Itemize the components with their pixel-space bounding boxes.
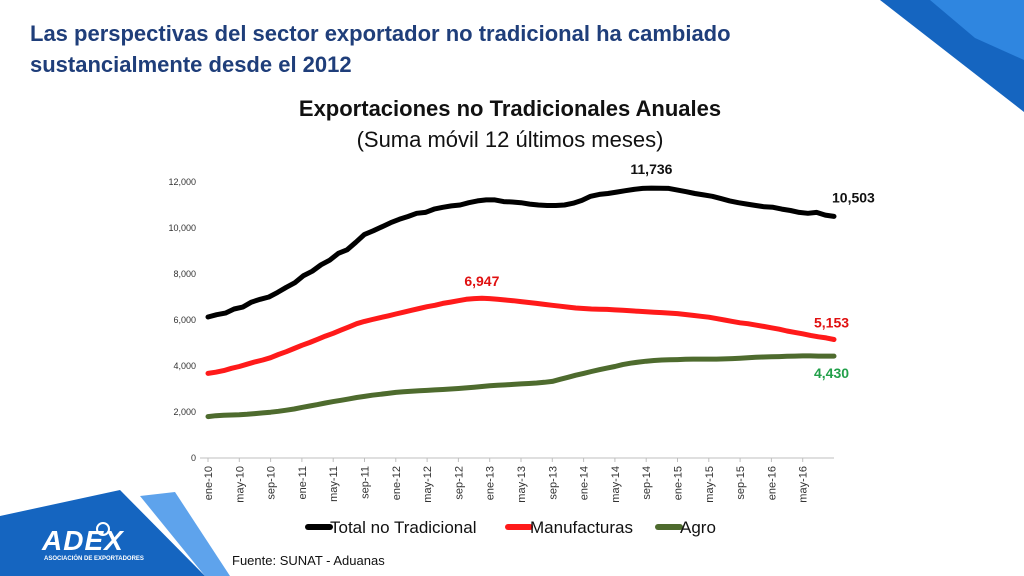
x-tick-label: sep-13: [547, 466, 559, 500]
series-line-total-no-tradicional: [205, 185, 837, 320]
chart-axes: 0 2,000 4,000 6,000 8,000 10,000 12,000 ene-10 m…: [168, 177, 834, 503]
y-tick-label: 0: [191, 453, 196, 463]
x-tick-label: may-15: [704, 466, 716, 503]
legend-label: Manufacturas: [530, 518, 633, 537]
data-label: 4,430: [814, 365, 849, 381]
x-tick-label: sep-10: [266, 466, 278, 500]
chart-legend: Total no Tradicional Manufacturas Agro: [305, 518, 716, 537]
y-tick-label: 8,000: [173, 269, 196, 279]
source-note: Fuente: SUNAT - Aduanas: [232, 553, 385, 568]
adex-logo: ADEX ASOCIACIÓN DE EXPORTADORES: [42, 522, 144, 566]
x-tick-label: sep-11: [360, 466, 372, 499]
x-tick-label: ene-14: [579, 466, 591, 500]
series-line-manufacturas: [205, 295, 837, 376]
x-tick-label: ene-16: [766, 466, 778, 500]
chart-series: [205, 185, 837, 420]
x-tick-label: may-10: [234, 466, 246, 503]
x-tick-label: ene-10: [203, 466, 215, 500]
x-tick-label: ene-12: [391, 466, 403, 500]
data-label: 5,153: [814, 314, 849, 330]
slide-title: Las perspectivas del sector exportador n…: [30, 21, 731, 77]
legend-label: Agro: [680, 518, 716, 537]
chart-subtitle: (Suma móvil 12 últimos meses): [356, 127, 664, 152]
x-tick-label: may-12: [422, 466, 434, 503]
y-tick-label: 2,000: [173, 407, 196, 417]
y-tick-label: 4,000: [173, 361, 196, 371]
bottom-left-corner-shape-light: [140, 492, 230, 576]
x-tick-label: may-14: [610, 466, 622, 503]
data-label: 6,947: [464, 273, 499, 289]
series-line-agro: [205, 353, 837, 420]
x-tick-label: may-11: [328, 466, 340, 502]
x-tick-label: may-13: [516, 466, 528, 503]
x-tick-label: may-16: [798, 466, 810, 503]
top-right-corner-shape-light: [930, 0, 1024, 60]
y-tick-label: 12,000: [168, 177, 196, 187]
chart-title: Exportaciones no Tradicionales Anuales: [298, 96, 722, 121]
x-tick-label: sep-12: [453, 466, 465, 500]
y-tick-label: 10,000: [168, 223, 196, 233]
y-tick-label: 6,000: [173, 315, 196, 325]
x-tick-label: sep-15: [735, 466, 747, 500]
data-label: 11,736: [630, 161, 672, 177]
chart-point-labels: 11,736 10,503 6,947 5,153 4,430: [464, 161, 875, 381]
x-tick-label: ene-11: [297, 466, 309, 499]
x-tick-label: ene-13: [485, 466, 497, 500]
globe-icon: [96, 522, 110, 536]
x-tick-label: sep-14: [641, 466, 653, 500]
legend-label: Total no Tradicional: [330, 518, 476, 537]
data-label: 10,503: [832, 189, 875, 205]
x-tick-label: ene-15: [673, 466, 685, 500]
logo-subtext: ASOCIACIÓN DE EXPORTADORES: [44, 556, 144, 562]
